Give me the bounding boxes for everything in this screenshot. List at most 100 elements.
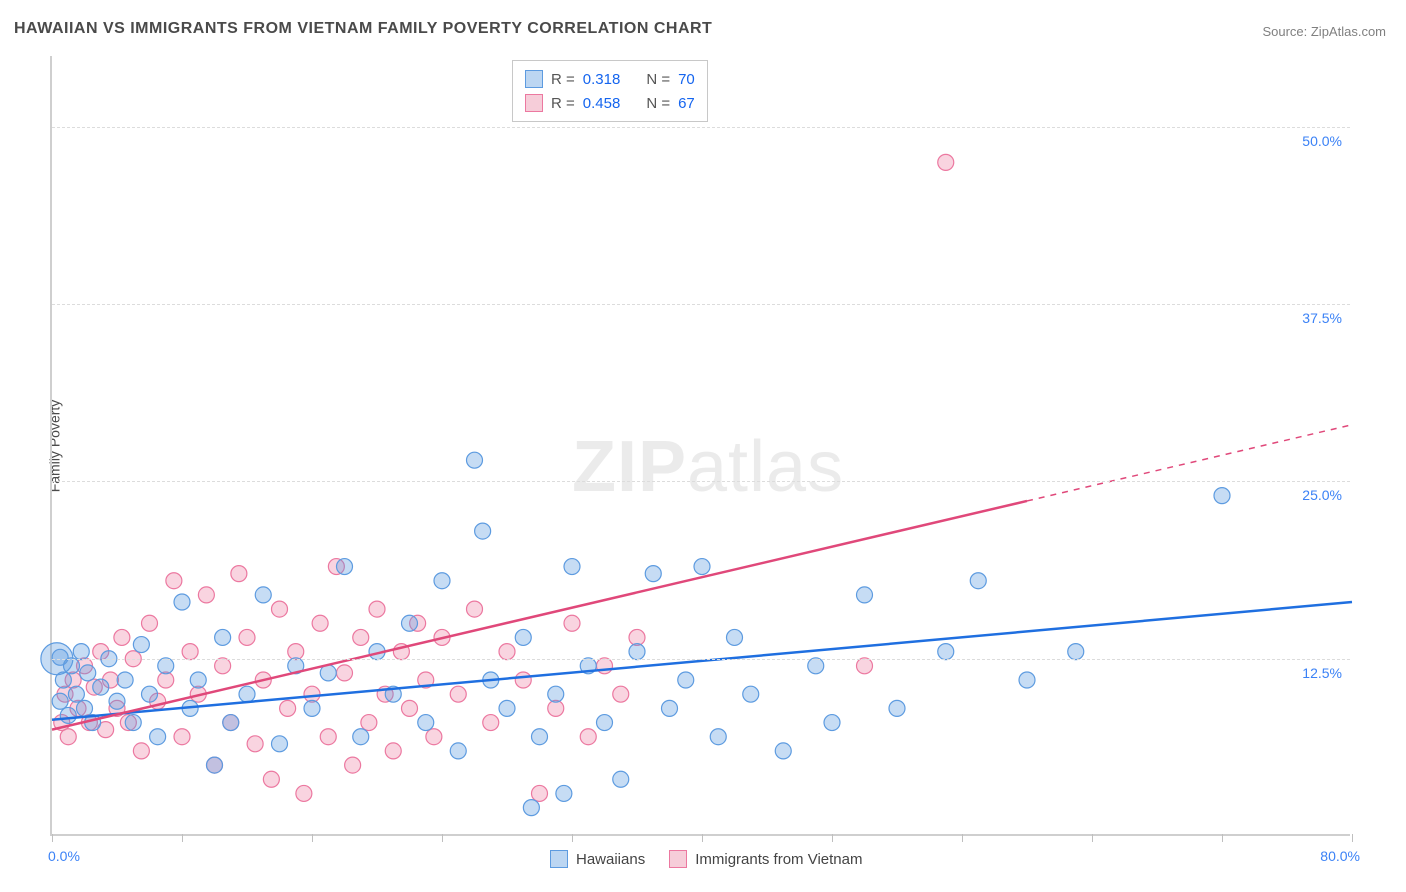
scatter-point-vietnam [247,736,263,752]
scatter-point-hawaiians [158,658,174,674]
legend-swatch-vietnam [669,850,687,868]
scatter-point-hawaiians [515,629,531,645]
scatter-point-hawaiians [174,594,190,610]
scatter-point-hawaiians [467,452,483,468]
scatter-point-hawaiians [523,800,539,816]
scatter-point-hawaiians [1214,488,1230,504]
plot-area: ZIPatlas R = 0.318 N = 70 R = 0.458 N = … [50,56,1350,836]
legend-swatch-hawaiians [550,850,568,868]
scatter-point-vietnam [263,771,279,787]
scatter-point-vietnam [239,629,255,645]
scatter-point-vietnam [402,700,418,716]
legend-bottom: Hawaiians Immigrants from Vietnam [550,850,862,868]
scatter-point-hawaiians [239,686,255,702]
n-value-hawaiians: 70 [678,71,695,88]
x-origin-label: 0.0% [48,848,80,864]
scatter-point-vietnam [142,615,158,631]
scatter-point-vietnam [361,715,377,731]
scatter-point-hawaiians [434,573,450,589]
x-tick-mark [52,834,53,842]
scatter-point-hawaiians [775,743,791,759]
scatter-point-hawaiians [564,559,580,575]
scatter-point-hawaiians [109,693,125,709]
scatter-point-vietnam [166,573,182,589]
gridline-h [52,127,1350,128]
scatter-point-vietnam [385,743,401,759]
swatch-hawaiians [525,70,543,88]
scatter-point-vietnam [467,601,483,617]
scatter-point-hawaiians [548,686,564,702]
stats-legend-box: R = 0.318 N = 70 R = 0.458 N = 67 [512,60,708,122]
scatter-point-vietnam [320,729,336,745]
swatch-vietnam [525,94,543,112]
x-tick-mark [312,834,313,842]
x-tick-mark [962,834,963,842]
n-label-hawaiians: N = [646,71,670,88]
scatter-point-hawaiians [1068,644,1084,660]
scatter-point-vietnam [426,729,442,745]
scatter-point-vietnam [182,644,198,660]
y-tick-label: 12.5% [1302,665,1342,681]
scatter-point-hawaiians [142,686,158,702]
scatter-point-hawaiians [60,707,76,723]
scatter-point-vietnam [312,615,328,631]
scatter-point-vietnam [532,785,548,801]
scatter-point-hawaiians [117,672,133,688]
scatter-point-vietnam [345,757,361,773]
scatter-point-vietnam [580,729,596,745]
scatter-point-hawaiians [80,665,96,681]
scatter-point-vietnam [280,700,296,716]
x-tick-mark [1222,834,1223,842]
scatter-point-hawaiians [450,743,466,759]
scatter-point-vietnam [353,629,369,645]
scatter-point-hawaiians [223,715,239,731]
scatter-point-hawaiians [613,771,629,787]
scatter-point-vietnam [613,686,629,702]
scatter-point-vietnam [450,686,466,702]
scatter-point-vietnam [60,729,76,745]
y-tick-label: 25.0% [1302,487,1342,503]
scatter-point-vietnam [231,566,247,582]
scatter-point-vietnam [564,615,580,631]
scatter-point-vietnam [938,154,954,170]
scatter-point-hawaiians [190,672,206,688]
x-tick-mark [182,834,183,842]
scatter-point-hawaiians [499,700,515,716]
scatter-point-hawaiians [255,587,271,603]
r-value-vietnam: 0.458 [583,95,621,112]
y-tick-label: 50.0% [1302,133,1342,149]
scatter-point-hawaiians [133,637,149,653]
scatter-point-hawaiians [662,700,678,716]
n-label-vietnam: N = [646,95,670,112]
scatter-point-hawaiians [337,559,353,575]
scatter-point-hawaiians [207,757,223,773]
scatter-point-vietnam [857,658,873,674]
scatter-point-vietnam [337,665,353,681]
scatter-point-hawaiians [808,658,824,674]
gridline-h [52,659,1350,660]
scatter-point-hawaiians [55,672,71,688]
y-tick-label: 37.5% [1302,310,1342,326]
scatter-point-hawaiians [418,715,434,731]
scatter-point-vietnam [272,601,288,617]
scatter-point-hawaiians [743,686,759,702]
r-label-vietnam: R = [551,95,575,112]
legend-item-vietnam: Immigrants from Vietnam [669,850,862,868]
trend-line-vietnam [52,501,1027,730]
scatter-point-vietnam [296,785,312,801]
scatter-point-hawaiians [475,523,491,539]
scatter-point-hawaiians [68,686,84,702]
scatter-point-vietnam [369,601,385,617]
scatter-point-hawaiians [645,566,661,582]
legend-label-vietnam: Immigrants from Vietnam [695,851,862,868]
r-label-hawaiians: R = [551,71,575,88]
scatter-point-hawaiians [678,672,694,688]
scatter-point-hawaiians [150,729,166,745]
legend-item-hawaiians: Hawaiians [550,850,645,868]
scatter-point-vietnam [174,729,190,745]
stats-row-vietnam: R = 0.458 N = 67 [525,91,695,115]
legend-label-hawaiians: Hawaiians [576,851,645,868]
n-value-vietnam: 67 [678,95,695,112]
scatter-point-hawaiians [52,649,68,665]
stats-row-hawaiians: R = 0.318 N = 70 [525,67,695,91]
